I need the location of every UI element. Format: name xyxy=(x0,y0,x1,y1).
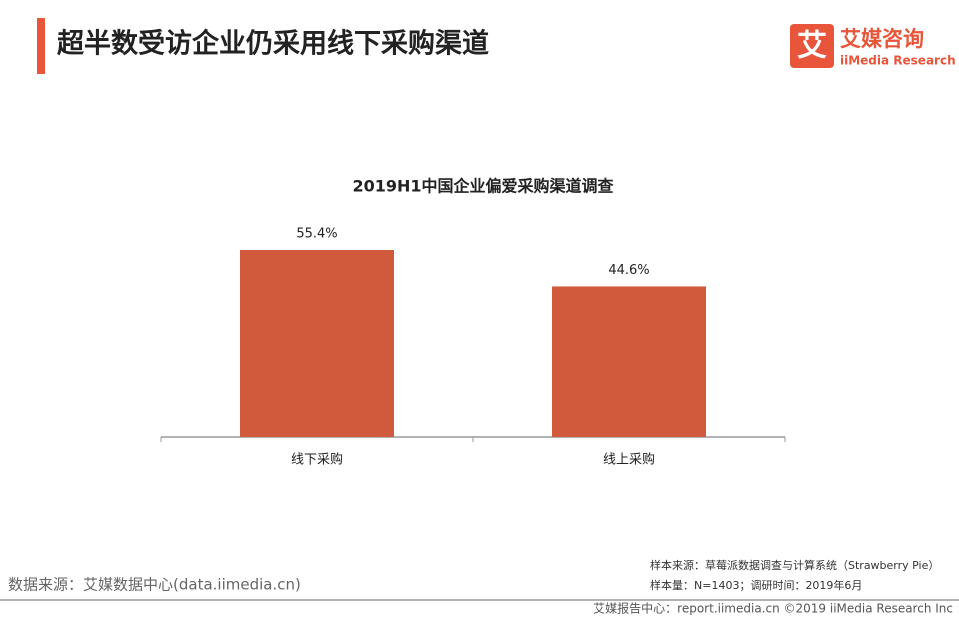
title-accent xyxy=(37,18,45,74)
data-source: 数据来源：艾媒数据中心(data.iimedia.cn) xyxy=(8,576,301,594)
bar xyxy=(240,250,394,437)
bar xyxy=(552,286,706,437)
logo-box xyxy=(790,24,834,68)
x-tick-label: 线下采购 xyxy=(291,452,343,468)
value-label: 55.4% xyxy=(296,227,337,242)
sample-source: 样本来源：草莓派数据调查与计算系统（Strawberry Pie） xyxy=(650,558,939,572)
logo-sub: iiMedia Research xyxy=(840,54,956,68)
logo-mark: 艾 xyxy=(797,29,827,64)
x-tick-label: 线上采购 xyxy=(603,452,655,468)
copyright: 艾媒报告中心：report.iimedia.cn ©2019 iiMedia R… xyxy=(593,601,953,616)
value-label: 44.6% xyxy=(608,263,649,278)
chart-title: 2019H1中国企业偏爱采购渠道调查 xyxy=(352,177,613,196)
page-title: 超半数受访企业仍采用线下采购渠道 xyxy=(57,28,489,60)
sample-size: 样本量：N=1403；调研时间：2019年6月 xyxy=(650,578,862,592)
logo-name: 艾媒咨询 xyxy=(840,27,924,51)
